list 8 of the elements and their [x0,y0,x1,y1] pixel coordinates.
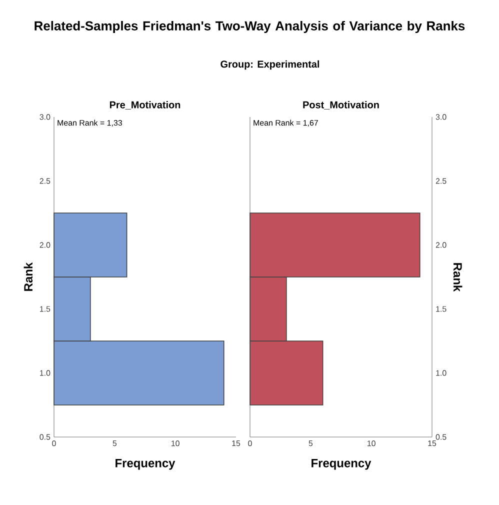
text: Group: Experimental [220,60,320,70]
chart-title: Post_Motivation [303,101,379,110]
chart-title: Pre_Motivation [110,101,180,110]
text: Related-Samples Friedman's Two-Way Analysis of Variance by Ranks [34,20,465,34]
y-axis-title: Rank [24,262,33,291]
x-axis-title: Frequency [116,458,176,470]
x-axis-title: Frequency [312,458,372,470]
y-axis-title: Rank [453,263,462,292]
